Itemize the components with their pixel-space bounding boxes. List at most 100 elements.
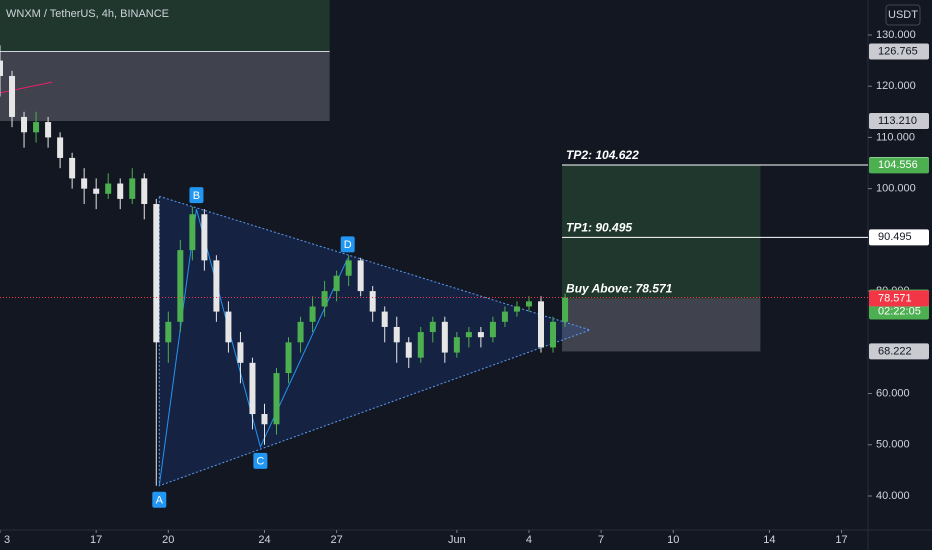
chart-title: WNXM / TetherUS, 4h, BINANCE (6, 8, 169, 20)
candle-body (525, 301, 532, 307)
candle-body (57, 137, 64, 158)
pattern-box (189, 187, 204, 204)
x-tick-label: Jun (448, 534, 466, 546)
candle-body (405, 342, 412, 358)
plot: TP2: 104.622 TP1: 90.495 Buy Above: 78.571… (0, 0, 868, 508)
candle-body (225, 311, 232, 343)
candle-body (261, 414, 268, 425)
x-tick-label: 17 (835, 534, 847, 546)
candle-body (453, 337, 460, 353)
price-label: 90.495 (878, 231, 912, 243)
candle-body (321, 291, 328, 307)
x-tick-label: 17 (90, 534, 102, 546)
y-tick-label: 130.000 (876, 29, 916, 41)
candle-body (93, 188, 100, 194)
pattern-label: B (193, 190, 200, 202)
candle-body (285, 342, 292, 374)
candle-body (33, 122, 40, 133)
price-label: 113.210 (878, 115, 917, 127)
candle-body (9, 75, 16, 117)
x-tick-label: 20 (162, 534, 174, 546)
candle-body (237, 342, 244, 363)
candle-body (153, 204, 160, 343)
price-label-box (869, 229, 929, 246)
candle-body (537, 301, 544, 348)
triangle (158, 195, 592, 487)
candle-body (105, 183, 112, 194)
candle-body (69, 157, 76, 179)
target-label: TP2: 104.622 (566, 148, 639, 162)
currency-box[interactable] (885, 4, 921, 26)
candle-body (273, 373, 280, 425)
target-label: TP1: 90.495 (566, 221, 632, 235)
candle-body (129, 178, 136, 199)
pattern-label: C (256, 456, 264, 468)
y-tick-label: 50.000 (876, 439, 910, 451)
candle-body (441, 321, 448, 353)
x-tick-label: 27 (330, 534, 342, 546)
x-tick-label: 7 (598, 534, 604, 546)
price-label: 78.571 (878, 292, 912, 304)
candle-body (189, 214, 196, 251)
candle-body (429, 321, 436, 333)
pattern-box (253, 452, 268, 469)
candle-body (117, 183, 124, 199)
candle-body (357, 260, 364, 292)
candle-body (309, 306, 316, 322)
candle-body (501, 311, 508, 322)
candle-body (562, 297, 569, 322)
currency: USDT (888, 9, 918, 21)
price-label-box (869, 43, 929, 60)
y-tick-label: 100.000 (876, 183, 916, 195)
candle-body (201, 214, 208, 261)
candle-body (297, 321, 304, 343)
entry-label: Buy Above: 78.571 (566, 282, 673, 296)
x-tick-label: 3 (4, 534, 10, 546)
candle-body (213, 260, 220, 312)
countdown: 02:22:05 (878, 305, 921, 317)
candle-body (550, 321, 557, 348)
candle-body (513, 306, 520, 312)
candle-body (477, 332, 484, 338)
candle-body (21, 116, 28, 133)
x-tick-label: 10 (667, 534, 679, 546)
candle-body (417, 332, 424, 358)
candle-body (141, 178, 148, 205)
candle-body (465, 332, 472, 338)
pattern-box (152, 491, 167, 508)
pattern-label: A (156, 495, 164, 507)
candle-body (81, 178, 88, 189)
trend-line (0, 81, 53, 94)
zone-gray (0, 51, 330, 121)
price-label-box (869, 343, 929, 360)
price-label: 68.222 (878, 345, 912, 357)
candle-body (369, 291, 376, 312)
candle-body (249, 362, 256, 415)
candle-body (489, 321, 496, 338)
y-tick-label: 40.000 (876, 490, 910, 502)
candle-body (165, 321, 172, 343)
candle-body (345, 260, 352, 276)
price-label-box (869, 157, 929, 174)
x-tick-label: 4 (526, 534, 532, 546)
y-tick-label: 110.000 (876, 131, 915, 143)
candle-body (0, 60, 3, 76)
candle-body (177, 250, 184, 322)
position-profit (562, 165, 761, 299)
pattern-label: D (344, 239, 352, 251)
y-tick-label: 60.000 (876, 387, 910, 399)
candle-body (333, 275, 340, 292)
price-label-box (869, 290, 929, 307)
x-tick-label: 14 (763, 534, 775, 546)
candle-body (45, 122, 52, 138)
price-label: 126.765 (878, 45, 918, 57)
pattern-box (340, 236, 355, 253)
y-tick-label: 120.000 (876, 80, 916, 92)
price-label-box (869, 112, 929, 129)
candle-body (393, 326, 400, 343)
position-loss (562, 298, 761, 352)
candle-body (381, 311, 388, 327)
x-tick-label: 24 (258, 534, 270, 546)
zone-green (0, 0, 330, 52)
